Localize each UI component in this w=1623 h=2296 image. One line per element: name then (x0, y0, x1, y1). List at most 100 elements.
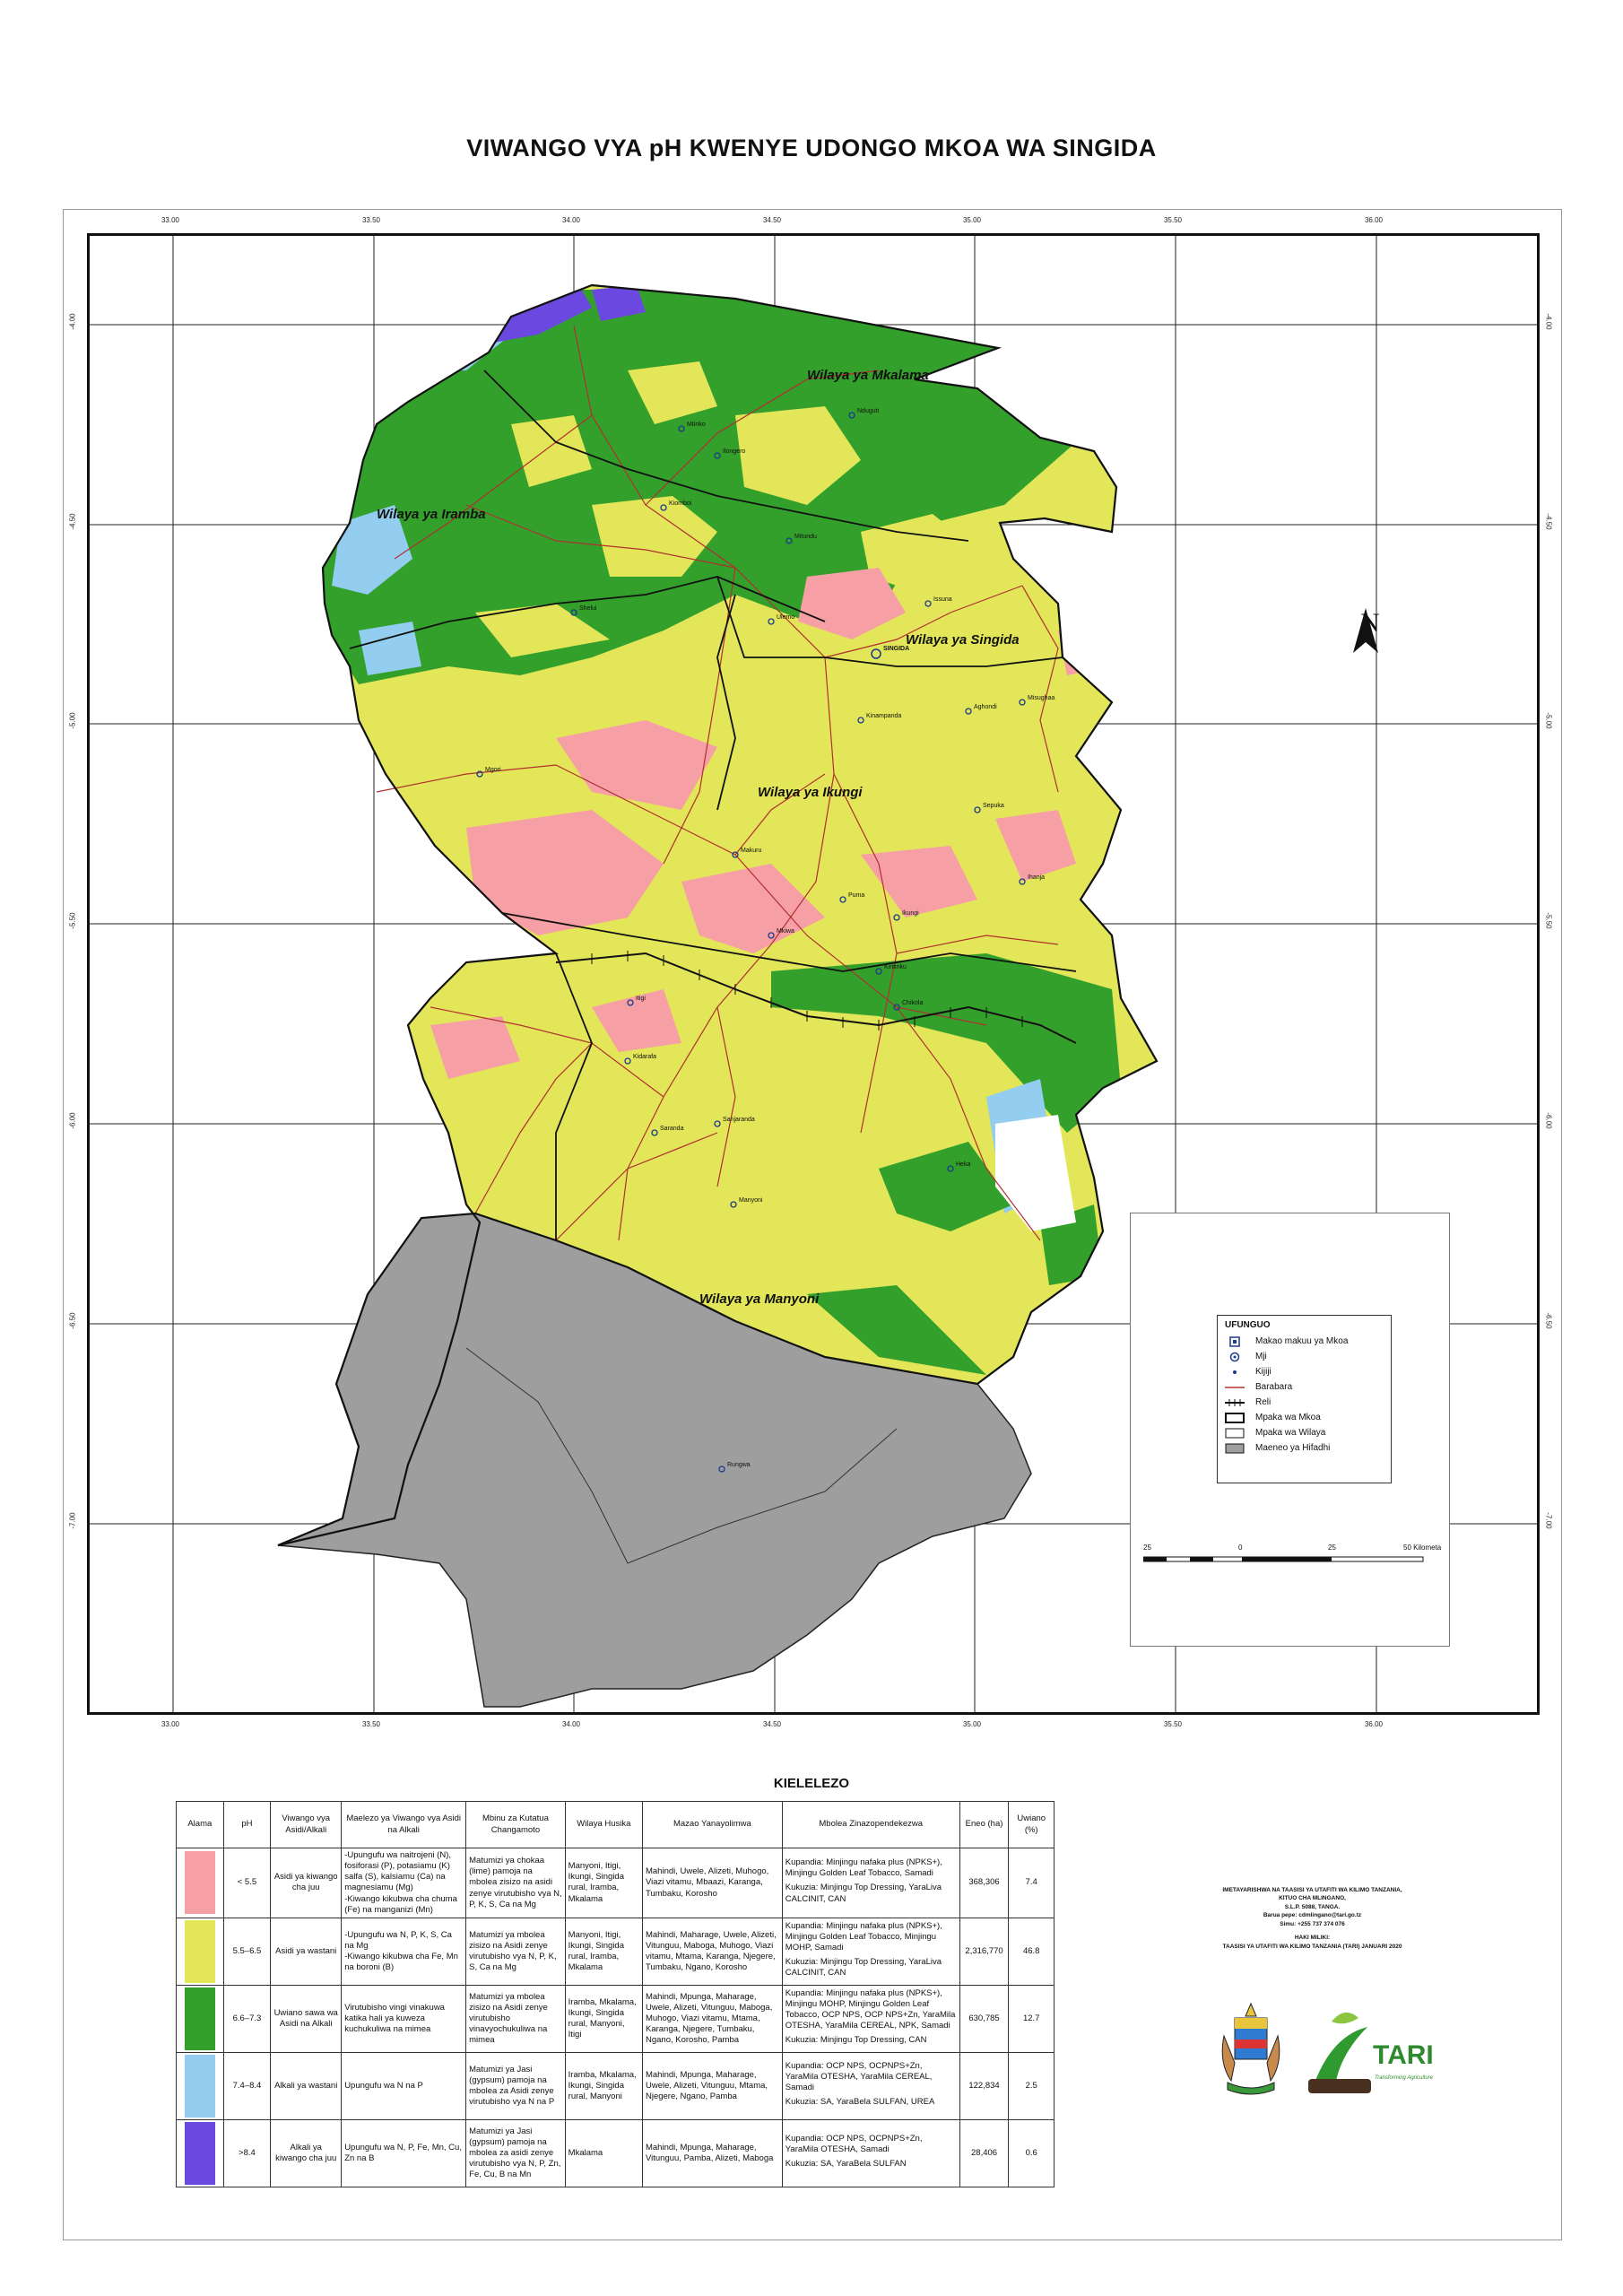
legend-item: Kijiji (1225, 1364, 1384, 1379)
town-icon (947, 1165, 954, 1172)
axis-tick-left: -5.50 (68, 912, 77, 929)
key-table-row: 6.6–7.3 Uwiano sawa wa Asidi na Alkali Vir… (176, 1984, 1055, 2053)
road-line-icon (1225, 1382, 1245, 1393)
town-label: Mgori (485, 767, 501, 773)
fertilizer-cell: Kupandia: Minjingu nafaka plus (NPKS+), … (781, 1984, 960, 2053)
axis-tick-right: -5.50 (1544, 912, 1553, 929)
axis-tick-top: 33.00 (161, 216, 180, 224)
town-label: Aghondi (974, 704, 997, 710)
town-label: Ihanja (1028, 874, 1045, 881)
axis-tick-left: -7.00 (68, 1512, 77, 1529)
header-cell: Maelezo ya Viwango vya Asidi na Alkali (341, 1801, 467, 1848)
header-cell: Mbinu za Kutatua Changamoto (465, 1801, 566, 1848)
institution-line: Barua pepe: cdmlingano@tari.go.tz (1263, 1912, 1362, 1919)
institution-line: S.L.P. 5088, TANGA. (1284, 1903, 1341, 1910)
level-cell: Asidi ya kiwango cha juu (270, 1848, 343, 1918)
axis-tick-left: -6.50 (68, 1312, 77, 1329)
ph-cell: 6.6–7.3 (222, 1984, 272, 2053)
axis-tick-right: -4.50 (1544, 513, 1553, 530)
institution-info: IMETAYARISHWA NA TAASISI YA UTAFITI WA K… (1198, 1886, 1427, 1951)
hq-icon (871, 648, 881, 659)
fertilizer-cell: Kupandia: OCP NPS, OCPNPS+Zn, YaraMila O… (781, 2051, 960, 2120)
legend-label: Mji (1255, 1352, 1267, 1361)
topdressing-text: Kukuzia: Minjingu Top Dressing, CAN (785, 2035, 927, 2046)
area-cell: 28,406 (959, 2118, 1010, 2187)
reserve-internal-boundary (465, 1347, 898, 1564)
legend-label: Mpaka wa Mkoa (1255, 1413, 1321, 1422)
town-icon (714, 452, 721, 459)
institution-line: KITUO CHA MLINGANO, (1279, 1895, 1346, 1902)
town-icon (624, 1057, 631, 1065)
district-boundaries (349, 370, 1077, 1240)
institution-line: IMETAYARISHWA NA TAASISI YA UTAFITI WA K… (1222, 1887, 1402, 1893)
swatch-cell (176, 1984, 224, 2053)
town-icon (893, 1004, 900, 1011)
town-label: Sanjaranda (723, 1117, 755, 1123)
legend-panel: UFUNGUO Makao makuu ya Mkoa Mji Kijiji B… (1130, 1213, 1450, 1647)
map-title: VIWANGO VYA pH KWENYE UDONGO MKOA WA SIN… (466, 135, 1157, 161)
area-cell: 122,834 (959, 2051, 1010, 2120)
header-cell: Eneo (ha) (959, 1801, 1010, 1848)
town-label: Puma (848, 892, 864, 899)
swatch-cell (176, 2051, 224, 2120)
color-swatch (184, 2054, 215, 2118)
axis-tick-top: 34.00 (561, 216, 581, 224)
axis-tick-top: 34.50 (762, 216, 782, 224)
axis-tick-bottom: 33.50 (361, 1720, 381, 1728)
legend-item: Reli (1225, 1395, 1384, 1410)
town-icon (1019, 699, 1026, 706)
swatch-cell (176, 1848, 224, 1918)
axis-tick-top: 35.00 (962, 216, 982, 224)
key-table-row: 7.4–8.4 Alkali ya wastani Upungufu wa N na… (176, 2051, 1055, 2120)
district-label-singida: Wilaya ya Singida (906, 632, 1020, 648)
level-cell: Asidi ya wastani (270, 1917, 343, 1986)
town-label: Manyoni (739, 1197, 763, 1204)
color-swatch (184, 1851, 215, 1915)
town-icon (651, 1129, 658, 1136)
axis-tick-bottom: 35.50 (1163, 1720, 1183, 1728)
legend-label: Makao makuu ya Mkoa (1255, 1336, 1349, 1346)
area-cell: 630,785 (959, 1984, 1010, 2053)
town-label: Kiomboi (669, 500, 692, 507)
legend-title: UFUNGUO (1225, 1320, 1271, 1330)
key-table-row: 5.5–6.5 Asidi ya wastani -Upungufu wa N, P… (176, 1917, 1055, 1986)
town-markers: SINGIDA Kiomboi Ilongero Ikungi Itigi Ma… (476, 408, 1055, 1473)
copyright-title: HAKI MILIKI: (1294, 1935, 1331, 1942)
town-icon (732, 851, 739, 858)
axis-tick-left: -5.00 (68, 712, 77, 729)
percent-cell: 2.5 (1008, 2051, 1055, 2120)
town-icon (965, 708, 972, 715)
institution-line: Simu: +255 737 374 076 (1280, 1920, 1345, 1927)
crops-cell: Mahindi, Mpunga, Maharage, Uwele, Alizet… (641, 2051, 783, 2120)
legend-label: Barabara (1255, 1382, 1293, 1392)
town-label: Itigi (636, 996, 646, 1002)
scale-label: 0 (1238, 1544, 1243, 1552)
color-swatch (184, 1919, 215, 1983)
tari-logo-text: TARI (1373, 2040, 1434, 2070)
ph-cell: >8.4 (222, 2118, 272, 2187)
axis-tick-left: -4.00 (68, 313, 77, 330)
axis-tick-bottom: 36.00 (1364, 1720, 1384, 1728)
description-cell: -Upungufu wa N, P, K, S, Ca na Mg -Kiwan… (341, 1917, 467, 1986)
districts-cell: Iramba, Mkalama, Ikungi, Singida rural, … (564, 1984, 643, 2053)
swatch-cell (176, 1917, 224, 1986)
fertilizer-cell: Kupandia: Minjingu nafaka plus (NPKS+), … (781, 1917, 960, 1986)
scale-label: 50 Kilometa (1403, 1544, 1442, 1552)
header-cell: Uwiano (%) (1008, 1801, 1055, 1848)
topdressing-text: Kukuzia: SA, YaraBela SULFAN, UREA (785, 2097, 935, 2108)
districts-cell: Mkalama (564, 2118, 643, 2187)
town-label: Mkiwa (777, 928, 794, 935)
legend-item: Makao makuu ya Mkoa (1225, 1334, 1384, 1349)
map-canvas[interactable]: Wilaya ya Mkalama Wilaya ya Iramba Wilay… (90, 236, 1540, 1715)
village-icon (1225, 1367, 1245, 1378)
town-icon (893, 914, 900, 921)
region-boundary-icon (1225, 1412, 1245, 1423)
town-label: Issuna (933, 596, 952, 603)
axis-tick-right: -6.00 (1544, 1112, 1553, 1129)
town-label: Mtinko (687, 422, 706, 428)
scale-bar: 25 0 25 50 Kilometa (1142, 1544, 1441, 1565)
railway-line-icon (1225, 1397, 1245, 1408)
town-label: Ikungi (902, 910, 919, 917)
topdressing-text: Kukuzia: Minjingu Top Dressing, YaraLiva… (785, 1883, 942, 1904)
town-label: Mitundu (794, 534, 817, 540)
